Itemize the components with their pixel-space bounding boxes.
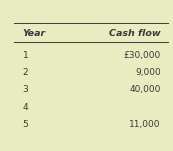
Text: 3: 3 [22,85,28,94]
Text: 2: 2 [22,68,28,77]
Text: 1: 1 [22,51,28,60]
Text: £30,000: £30,000 [124,51,161,60]
Text: Year: Year [22,29,46,38]
Text: 11,000: 11,000 [129,120,161,129]
Text: 4: 4 [22,103,28,112]
Text: 5: 5 [22,120,28,129]
Text: 40,000: 40,000 [130,85,161,94]
Text: 9,000: 9,000 [135,68,161,77]
Text: Cash flow: Cash flow [109,29,161,38]
